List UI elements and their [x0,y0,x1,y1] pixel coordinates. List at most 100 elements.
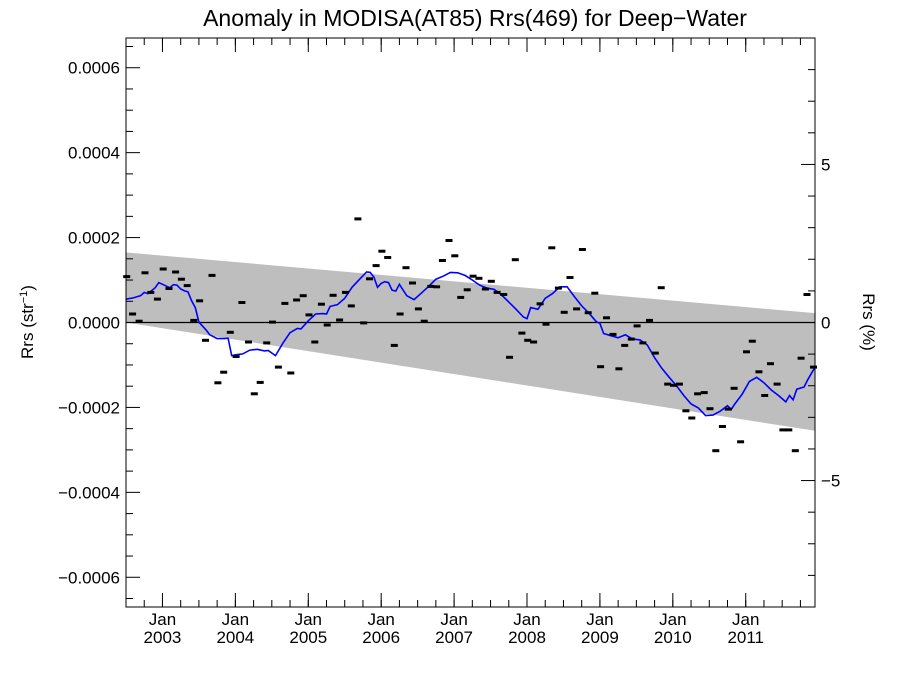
x-tick-month: Jan [295,610,322,629]
x-tick-year: 2003 [144,628,182,647]
anomaly-point-92 [682,409,690,413]
anomaly-point-2 [135,319,143,323]
anomaly-point-73 [566,276,574,279]
anomaly-point-113 [810,365,817,369]
anomaly-point-76 [584,311,592,315]
anomaly-point-79 [603,316,610,320]
anomaly-point-78 [597,365,605,369]
anomaly-point-109 [785,428,793,432]
anomaly-point-55 [457,295,465,299]
anomaly-point-100 [730,386,738,390]
anomaly-point-61 [493,290,501,294]
anomaly-point-66 [524,338,532,342]
anomaly-point-103 [748,339,756,343]
anomaly-point-71 [554,286,562,290]
anomaly-point-83 [627,337,635,341]
y-axis-left: −0.0006 −0.0004 −0.0002 0.0000 0.0002 0.0004 0… [58,45,140,600]
y-tick-label: 0.0004 [68,144,120,163]
anomaly-point-46 [402,266,410,270]
anomaly-point-5 [153,297,161,301]
anomaly-point-80 [609,332,617,336]
y-axis-label-main: Rrs (str [18,303,37,359]
x-tick-month: Jan [659,610,686,629]
anomaly-point-74 [573,307,581,311]
anomaly-point-65 [518,331,526,335]
anomaly-point-86 [646,318,653,322]
anomaly-point-48 [414,307,422,311]
anomaly-point-7 [165,287,173,290]
anomaly-point-19 [238,301,246,304]
chart-title: Anomaly in MODISA(AT85) Rrs(469) for Dee… [203,5,747,31]
anomaly-point-91 [675,382,683,386]
anomaly-point-98 [718,425,726,428]
y-tick-label: −0.0004 [58,483,120,502]
anomaly-point-20 [245,340,252,344]
anomaly-point-3 [141,271,149,275]
anomaly-point-18 [232,355,240,358]
anomaly-point-90 [670,383,678,387]
x-tick-year: 2008 [508,628,546,647]
anomaly-point-26 [281,301,289,305]
x-tick-year: 2010 [654,628,692,647]
anomaly-point-108 [779,428,787,432]
anomaly-point-41 [372,264,380,268]
anomaly-point-28 [293,298,301,302]
anomaly-point-32 [317,302,325,306]
anomaly-point-93 [688,416,696,420]
anomaly-point-82 [621,343,629,347]
x-tick-year: 2005 [289,628,327,647]
anomaly-point-102 [743,350,750,354]
anomaly-point-81 [615,367,623,371]
anomaly-point-22 [256,380,264,384]
x-tick-year: 2007 [435,628,473,647]
monthly-anomaly-points [123,217,817,453]
y2-tick-label: 0 [821,314,830,333]
anomaly-point-16 [220,370,228,374]
x-tick-month: Jan [513,610,540,629]
anomaly-point-62 [500,293,508,296]
anomaly-point-94 [694,392,702,396]
x-tick-month: Jan [222,610,249,629]
anomaly-point-87 [651,351,659,355]
x-tick-month: Jan [586,610,613,629]
anomaly-point-47 [409,281,416,285]
x-tick-year: 2006 [362,628,400,647]
anomaly-point-99 [724,407,732,411]
x-tick-year: 2011 [727,628,764,647]
anomaly-point-17 [226,330,234,334]
anomaly-point-111 [797,356,805,360]
anomaly-point-107 [773,382,781,386]
anomaly-point-51 [433,285,441,289]
y-tick-label: 0.0006 [68,59,120,78]
x-axis: Jan2003Jan2004Jan2005Jan2006Jan2007Jan20… [125,38,801,647]
anomaly-point-49 [420,319,428,323]
anomaly-point-21 [250,392,258,396]
anomaly-point-29 [299,294,307,298]
anomaly-point-68 [536,302,544,306]
anomaly-point-0 [123,275,131,279]
x-tick-year: 2004 [216,628,254,647]
anomaly-point-96 [706,407,714,411]
anomaly-point-85 [639,341,647,345]
x-tick-month: Jan [367,610,394,629]
anomaly-point-54 [451,254,459,258]
anomaly-point-97 [712,449,720,453]
anomaly-point-77 [591,291,599,295]
x-tick-month: Jan [440,610,467,629]
anomaly-point-101 [737,440,745,444]
anomaly-point-72 [560,310,568,314]
anomaly-point-42 [378,249,386,253]
anomaly-point-6 [159,267,167,271]
y-axis-label: Rrs (str−1) [18,285,37,359]
anomaly-point-70 [548,246,556,250]
anomaly-point-13 [202,338,209,342]
anomaly-point-25 [274,365,282,369]
anomaly-point-9 [177,277,185,281]
y-tick-label: 0.0000 [68,314,120,333]
y-axis-right: −5 0 5 [801,37,840,608]
anomaly-point-4 [147,290,155,294]
anomaly-point-104 [755,370,763,374]
anomaly-point-59 [481,287,489,291]
anomaly-point-84 [633,324,641,328]
